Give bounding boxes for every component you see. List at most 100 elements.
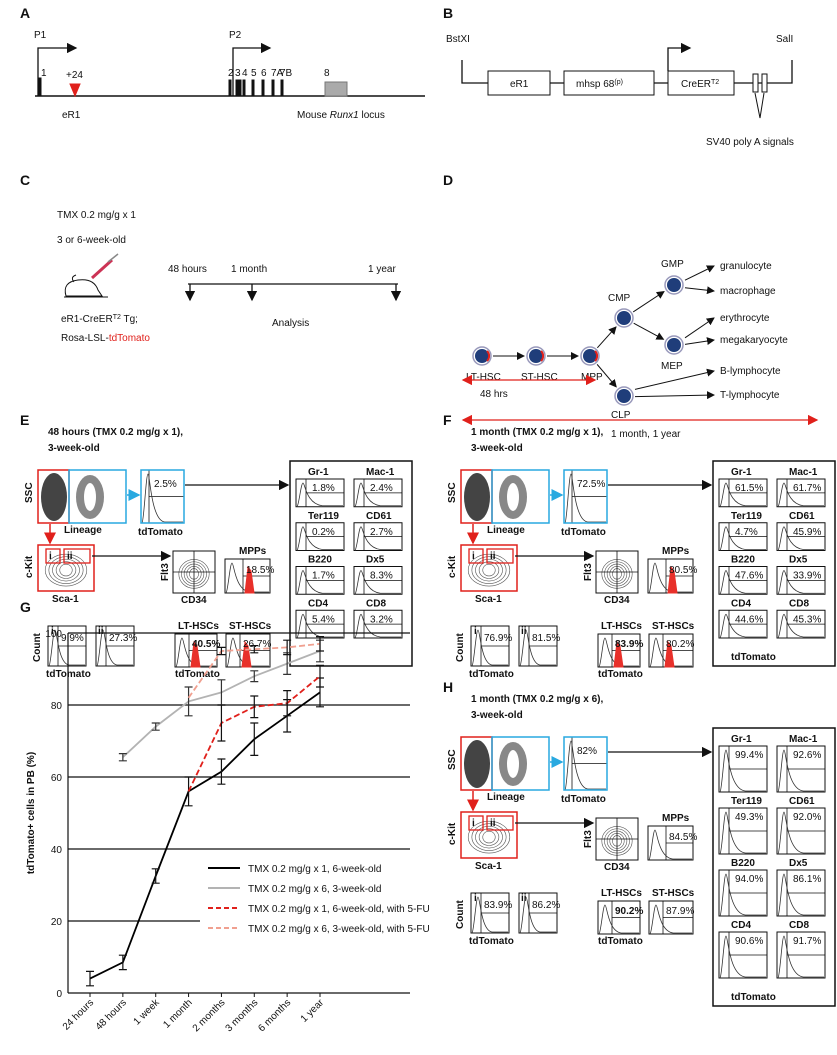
shape [667, 565, 678, 594]
label: 1.8% [312, 483, 335, 494]
label: CD61 [366, 511, 392, 522]
label: 80.5% [669, 565, 697, 576]
shape [613, 640, 624, 668]
shape [190, 640, 201, 668]
label: B [443, 5, 453, 21]
shape [719, 613, 766, 639]
error-bar [250, 645, 259, 654]
label: 49.3% [735, 812, 763, 823]
label: SalI [776, 34, 793, 45]
label: 90.6% [735, 936, 763, 947]
label: 45.3% [793, 614, 821, 625]
label-part: Mouse [297, 110, 330, 121]
label: tdTomato [561, 527, 606, 538]
label: 3 [235, 68, 241, 79]
label-part: locus [359, 110, 385, 121]
label: CMP [608, 293, 631, 304]
label: E [20, 412, 29, 428]
box [242, 79, 246, 97]
shape [69, 83, 81, 98]
label: Dx5 [366, 555, 385, 566]
label: Dx5 [789, 858, 808, 869]
label: i [472, 818, 475, 829]
shape [648, 562, 692, 594]
label: mhsp 68(p) [576, 79, 623, 91]
shape [777, 526, 824, 551]
label: CD8 [789, 598, 809, 609]
label: eR1 [62, 110, 81, 121]
label: 1 month [231, 264, 267, 275]
shape [777, 570, 824, 595]
shape [48, 629, 85, 667]
contour [471, 556, 507, 584]
label: SSC [447, 749, 458, 770]
label: 47.6% [735, 571, 763, 582]
label: MPPs [662, 813, 690, 824]
box [324, 81, 348, 97]
dots [84, 483, 96, 511]
shape [540, 350, 545, 362]
contour [478, 828, 500, 846]
label: 72.5% [577, 479, 605, 490]
label: c-Kit [447, 822, 458, 845]
label: c-Kit [447, 555, 458, 578]
box [37, 77, 42, 97]
label: 82% [577, 746, 597, 757]
label: Flt3 [583, 830, 594, 848]
box [486, 548, 514, 564]
label: 1 month [161, 997, 194, 1030]
label: 40.5% [192, 639, 220, 650]
label: 86.2% [532, 900, 560, 911]
label: Ter119 [731, 796, 762, 807]
error-bar [118, 954, 127, 971]
label: TMX 0.2 mg/g x 1, 6-week-old, with 5-FU [248, 904, 430, 915]
line [596, 364, 617, 388]
label: Lineage [487, 792, 525, 803]
label: Count [455, 632, 466, 662]
shape [777, 613, 824, 639]
label: SSC [24, 482, 35, 503]
dots [507, 750, 519, 778]
label: ST-HSC [521, 372, 558, 383]
line [633, 322, 665, 340]
shape [667, 42, 692, 71]
contour [475, 558, 503, 582]
label: Lineage [487, 525, 525, 536]
label: CD61 [789, 511, 815, 522]
contour [471, 823, 507, 851]
label-part: (p) [614, 79, 623, 86]
shape [296, 482, 343, 508]
label: 1 month, 1 year [611, 429, 681, 440]
shape [354, 570, 401, 595]
shape [244, 565, 255, 594]
error-bar [250, 695, 259, 719]
label: 100 [45, 629, 62, 640]
label: 9.9% [61, 633, 84, 644]
label: tdTomato [138, 527, 183, 538]
box [280, 79, 284, 97]
label: tdTomato [598, 936, 643, 947]
label: 2.4% [370, 483, 393, 494]
error-bar [151, 722, 160, 731]
label: 1 month (TMX 0.2 mg/g x 6), [471, 694, 603, 705]
label: i [474, 893, 477, 904]
label: ii [98, 626, 104, 637]
label: macrophage [720, 286, 776, 297]
cell-nucleus [667, 338, 681, 352]
label: T-lymphocyte [720, 390, 780, 401]
dots [41, 473, 67, 521]
label: 48 hours [168, 264, 207, 275]
label: H [443, 679, 453, 695]
shape [598, 904, 639, 935]
label-part: Rosa-LSL- [61, 333, 109, 344]
line [634, 368, 715, 390]
shape [471, 896, 508, 934]
label: 7A [271, 68, 284, 79]
label: LT-HSCs [601, 888, 642, 899]
label-part: mhsp 68 [576, 79, 615, 90]
label: Count [455, 899, 466, 929]
label: 3-week-old [48, 443, 100, 454]
label: 0.2% [312, 527, 335, 538]
label-part: T2 [711, 79, 719, 86]
